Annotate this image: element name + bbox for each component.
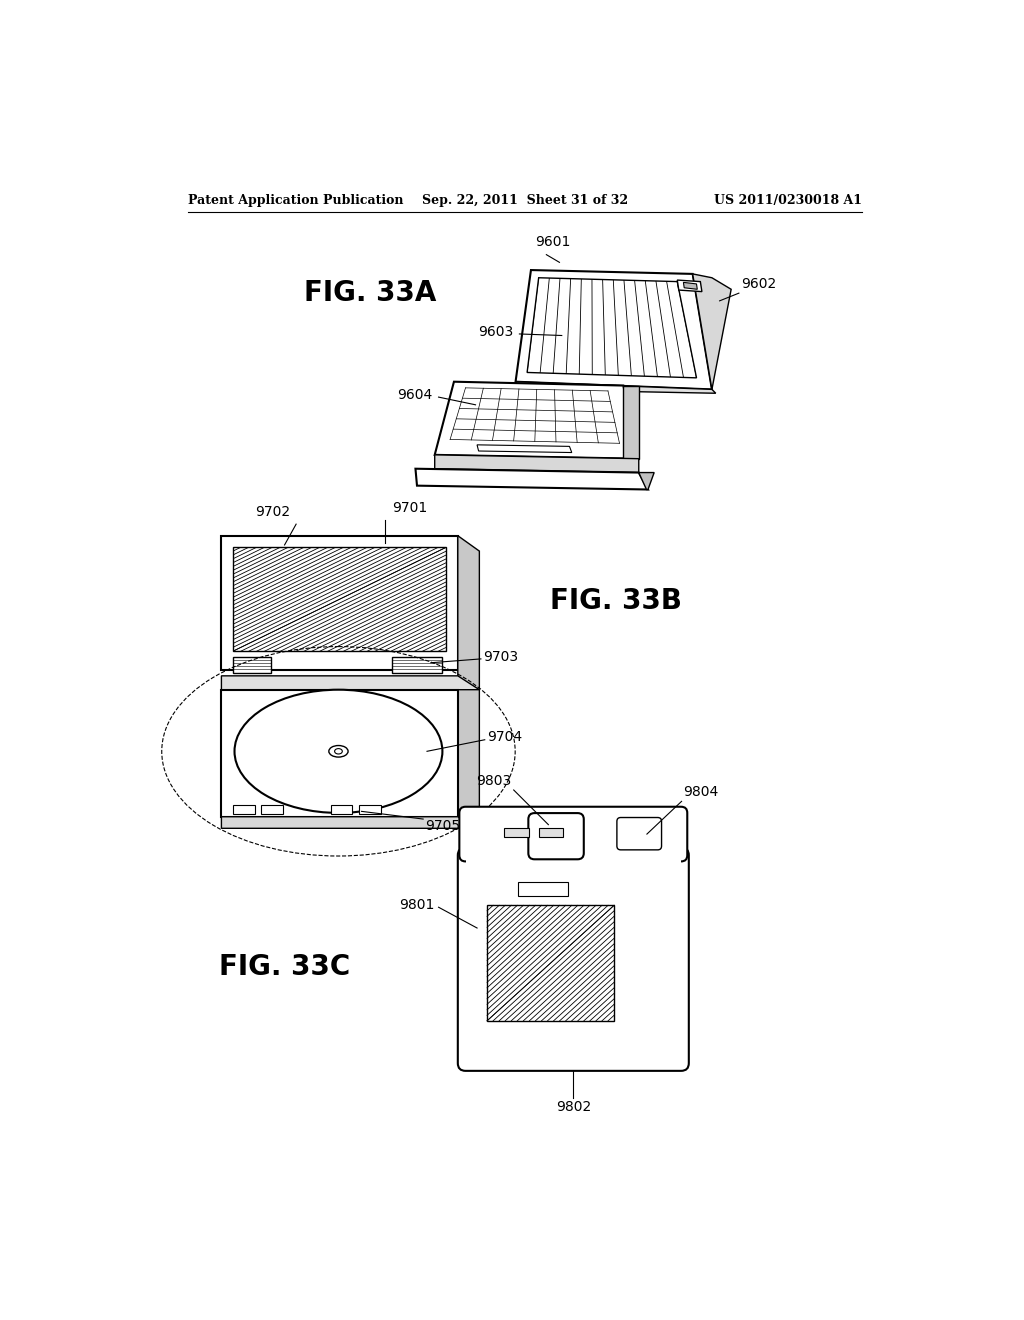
Bar: [261, 805, 283, 814]
Text: 9704: 9704: [487, 730, 522, 744]
Text: 9803: 9803: [476, 774, 511, 788]
Bar: [233, 805, 255, 814]
Polygon shape: [527, 277, 696, 378]
Polygon shape: [477, 445, 571, 453]
Polygon shape: [692, 275, 731, 389]
Text: Sep. 22, 2011  Sheet 31 of 32: Sep. 22, 2011 Sheet 31 of 32: [422, 194, 628, 207]
Text: FIG. 33B: FIG. 33B: [550, 587, 682, 615]
Polygon shape: [515, 381, 716, 393]
Polygon shape: [435, 455, 639, 473]
Bar: [392, 657, 442, 673]
Polygon shape: [639, 473, 654, 490]
Polygon shape: [677, 280, 701, 292]
Text: 9702: 9702: [255, 504, 291, 519]
FancyBboxPatch shape: [458, 847, 689, 1071]
Text: 9603: 9603: [478, 326, 513, 339]
Bar: [331, 805, 352, 814]
Text: 9802: 9802: [556, 1100, 591, 1114]
Text: Patent Application Publication: Patent Application Publication: [188, 194, 403, 207]
Polygon shape: [683, 282, 697, 289]
Polygon shape: [416, 469, 648, 490]
Polygon shape: [435, 381, 639, 459]
Text: 9703: 9703: [483, 651, 518, 664]
Text: US 2011/0230018 A1: US 2011/0230018 A1: [714, 194, 862, 207]
FancyBboxPatch shape: [616, 817, 662, 850]
Text: 9601: 9601: [535, 235, 570, 249]
Text: 9705: 9705: [425, 818, 460, 833]
Text: FIG. 33A: FIG. 33A: [304, 279, 436, 308]
Polygon shape: [515, 271, 712, 389]
Polygon shape: [221, 817, 479, 829]
Polygon shape: [458, 536, 479, 829]
Bar: [359, 805, 381, 814]
Text: 9801: 9801: [399, 898, 435, 912]
Bar: [518, 882, 568, 896]
Polygon shape: [221, 676, 479, 689]
Ellipse shape: [234, 689, 442, 813]
Bar: [466, 851, 681, 866]
Bar: [487, 906, 614, 1020]
Polygon shape: [221, 536, 458, 671]
Bar: [504, 828, 528, 837]
Text: 9804: 9804: [683, 785, 719, 799]
Text: 9701: 9701: [392, 500, 428, 515]
FancyBboxPatch shape: [528, 813, 584, 859]
Text: FIG. 33C: FIG. 33C: [219, 953, 350, 981]
Bar: [539, 828, 563, 837]
Text: 9602: 9602: [741, 277, 776, 290]
Polygon shape: [233, 548, 446, 651]
Text: 9604: 9604: [397, 388, 432, 401]
Polygon shape: [624, 385, 639, 459]
FancyBboxPatch shape: [460, 807, 687, 862]
Bar: [233, 657, 271, 673]
Polygon shape: [221, 689, 458, 817]
